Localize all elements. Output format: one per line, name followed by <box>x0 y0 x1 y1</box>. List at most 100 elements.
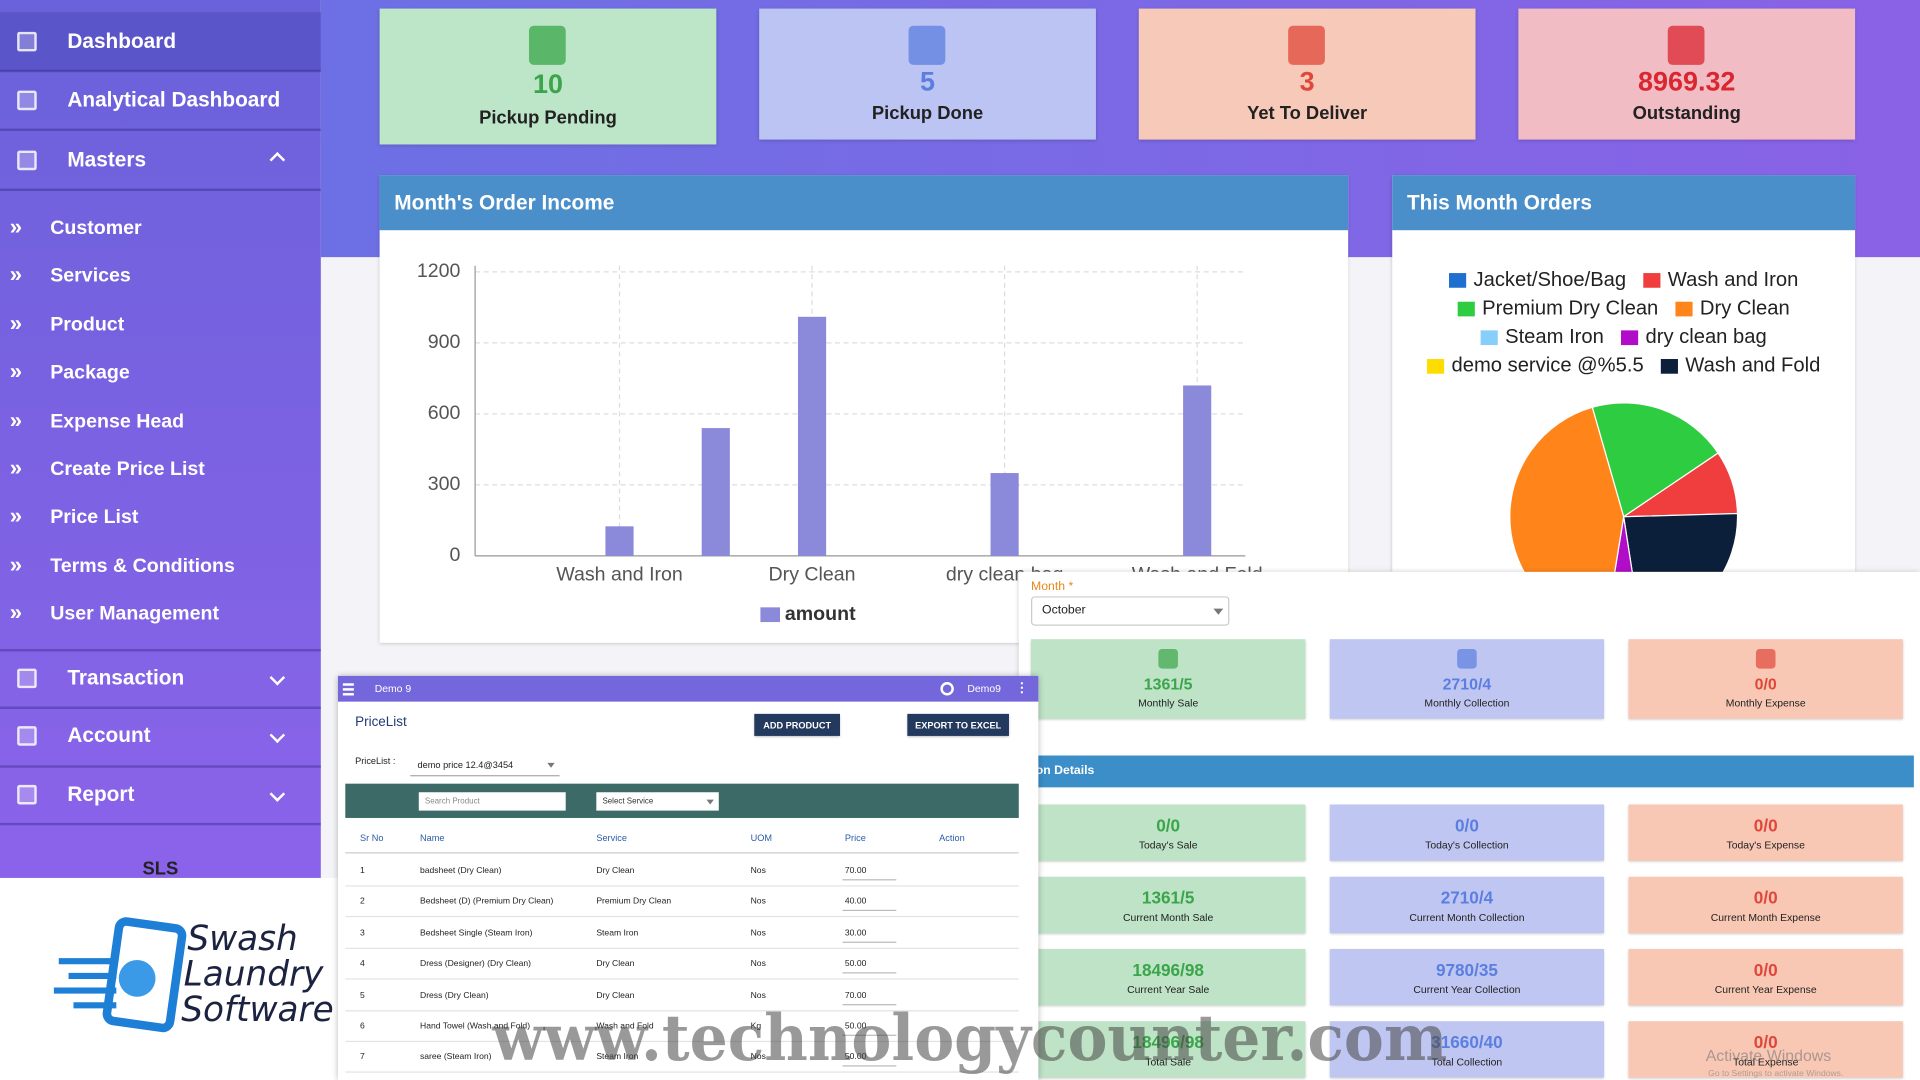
submenu-item[interactable]: Product <box>50 314 125 336</box>
gear-icon[interactable] <box>940 682 954 696</box>
summary-card[interactable]: 3 Yet To Deliver <box>1138 8 1476 140</box>
section-header: Transaction Details <box>967 755 1914 788</box>
button[interactable]: EXPORT TO EXCEL <box>907 713 1009 736</box>
table-cell: 50.00 <box>844 1022 867 1032</box>
card-value: 1361/5 <box>1141 887 1195 908</box>
table-cell: saree (Steam Iron) <box>420 1053 492 1063</box>
placeholder: Search Product <box>424 797 480 806</box>
card-label: Current Year Expense <box>1714 983 1817 996</box>
panel-header: This Month Orders <box>1392 175 1856 231</box>
panel-header: Month's Order Income <box>379 175 1349 231</box>
submenu-item[interactable]: Expense Head <box>50 410 185 432</box>
card-value: 0/0 <box>1753 815 1778 836</box>
card-label: Monthly Collection <box>1424 696 1510 709</box>
summary-card[interactable]: 8969.32 Outstanding <box>1518 8 1856 140</box>
service-select[interactable]: Select Service <box>596 792 719 811</box>
separator <box>0 128 321 132</box>
month-select[interactable]: October <box>1031 596 1230 626</box>
submenu-arrow: » <box>9 310 23 336</box>
summary-card[interactable]: 5 Pickup Done <box>759 8 1096 140</box>
card-value: 18496/98 <box>1132 960 1204 980</box>
menu-icon <box>17 150 37 171</box>
card-label: Today's Sale <box>1138 838 1198 852</box>
legend-label: Wash and Iron <box>1668 269 1799 291</box>
summary-card[interactable]: 10 Pickup Pending <box>379 8 717 145</box>
card-label: Pickup Done <box>871 102 984 124</box>
table-cell: Dress (Designer) (Dry Clean) <box>420 960 531 969</box>
menu-item[interactable]: Transaction <box>67 666 185 690</box>
detail-card[interactable]: 0/0 Current Month Expense <box>1628 876 1903 934</box>
detail-card[interactable]: 0/0 Today's Collection <box>1329 804 1605 861</box>
submenu-item[interactable]: Customer <box>50 217 142 239</box>
card-value: 8969.32 <box>1638 66 1736 97</box>
table-cell: Wash and Fold <box>596 1022 654 1032</box>
table-cell: Steam Iron <box>596 929 639 938</box>
menu-item[interactable]: Account <box>67 723 151 747</box>
table-cell: Bedsheet Single (Steam Iron) <box>420 929 533 938</box>
menu-item[interactable]: Masters <box>67 148 147 172</box>
menu-icon-line <box>342 683 354 686</box>
logo-text: Software <box>181 989 334 1030</box>
card-label: Current Year Collection <box>1413 983 1521 996</box>
separator <box>0 822 321 826</box>
topbar: Demo 9 Demo9 ⋮ <box>337 675 1039 702</box>
detail-card[interactable]: 9780/35 Current Year Collection <box>1329 948 1605 1006</box>
monthly-card[interactable]: 0/0 Monthly Expense <box>1628 639 1903 719</box>
card-value: 3 <box>1299 66 1315 97</box>
detail-card[interactable]: 18496/98 Total Sale <box>1031 1021 1306 1078</box>
button-label: ADD PRODUCT <box>763 720 832 732</box>
detail-card[interactable]: 31660/40 Total Collection <box>1329 1021 1605 1078</box>
card-label: Monthly Sale <box>1138 696 1199 709</box>
detail-card[interactable]: 2710/4 Current Month Collection <box>1329 876 1605 934</box>
legend-swatch <box>1457 301 1475 317</box>
card-icon <box>1755 648 1776 669</box>
card-value: 10 <box>532 68 563 100</box>
search-input[interactable]: Search Product <box>418 792 566 811</box>
submenu-item[interactable]: Terms & Conditions <box>50 555 235 577</box>
menu-item[interactable]: Dashboard <box>67 29 177 53</box>
card-value: 0/0 <box>1754 674 1777 694</box>
bar <box>990 473 1019 556</box>
table-cell: Hand Towel (Wash and Fold) <box>420 1022 531 1032</box>
price-underline <box>842 879 897 881</box>
card-label: Current Month Collection <box>1409 911 1525 924</box>
detail-card[interactable]: 0/0 Total Expense <box>1628 1021 1903 1078</box>
filter-value: demo price 12.4@3454 <box>417 759 514 771</box>
detail-card[interactable]: 0/0 Today's Sale <box>1031 804 1306 861</box>
month-value: October <box>1042 603 1086 618</box>
monthly-card[interactable]: 1361/5 Monthly Sale <box>1031 639 1306 719</box>
monthly-card[interactable]: 2710/4 Monthly Collection <box>1329 639 1605 719</box>
card-value: 9780/35 <box>1435 960 1498 980</box>
detail-card[interactable]: 0/0 Current Year Expense <box>1628 948 1903 1006</box>
topbar-user[interactable]: Demo9 <box>967 682 1001 695</box>
price-underline <box>842 1034 897 1036</box>
legend-swatch <box>1660 359 1678 374</box>
submenu-item[interactable]: User Management <box>50 603 219 625</box>
detail-card[interactable]: 1361/5 Current Month Sale <box>1031 876 1306 934</box>
detail-card[interactable]: 0/0 Today's Expense <box>1628 804 1903 861</box>
submenu-arrow: » <box>9 503 23 529</box>
search-bar: Search Product Select Service <box>345 783 1019 818</box>
detail-card[interactable]: 18496/98 Current Year Sale <box>1031 948 1306 1006</box>
column-header: Sr No <box>360 832 384 844</box>
price-underline <box>842 1003 897 1005</box>
table-cell: Steam Iron <box>596 1053 639 1063</box>
legend-swatch <box>760 607 781 623</box>
y-tick-label: 1200 <box>417 260 461 282</box>
table-cell: Premium Dry Clean <box>596 898 672 907</box>
menu-icon <box>17 784 37 805</box>
button[interactable]: ADD PRODUCT <box>754 713 841 736</box>
column-header: Price <box>844 832 866 844</box>
submenu-item[interactable]: Create Price List <box>50 459 205 481</box>
card-value: 31660/40 <box>1431 1032 1503 1052</box>
logo-text: Laundry <box>183 953 324 995</box>
menu-item[interactable]: Report <box>67 782 135 806</box>
card-icon <box>528 25 566 65</box>
submenu-item[interactable]: Services <box>50 266 131 288</box>
x-tick-label: Dry Clean <box>769 564 856 586</box>
table-cell: 6 <box>360 1022 365 1032</box>
submenu-item[interactable]: Package <box>50 362 130 384</box>
filter-select[interactable]: demo price 12.4@3454 <box>410 753 560 777</box>
submenu-item[interactable]: Price List <box>50 507 139 529</box>
menu-item[interactable]: Analytical Dashboard <box>67 88 281 112</box>
